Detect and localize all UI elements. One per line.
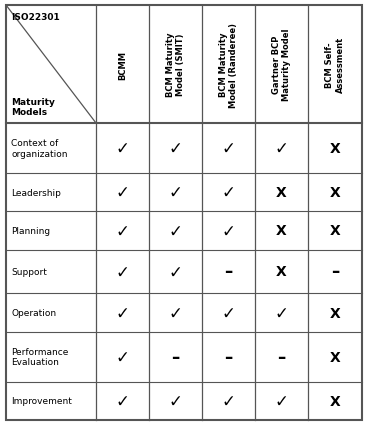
Text: X: X (330, 394, 340, 408)
Text: –: – (277, 348, 286, 366)
Text: ✓: ✓ (116, 140, 130, 158)
Text: ✓: ✓ (169, 304, 183, 322)
Text: ✓: ✓ (169, 184, 183, 201)
Text: BCM Maturity
Model (SMIT): BCM Maturity Model (SMIT) (166, 33, 185, 97)
Text: ✓: ✓ (169, 263, 183, 281)
Text: Leadership: Leadership (11, 188, 61, 197)
Text: ✓: ✓ (116, 263, 130, 281)
Text: –: – (331, 263, 339, 281)
Text: X: X (330, 141, 340, 155)
Text: Context of
organization: Context of organization (11, 139, 67, 158)
Text: ✓: ✓ (169, 222, 183, 240)
Text: ✓: ✓ (116, 348, 130, 366)
Text: BCMM: BCMM (118, 50, 127, 79)
Text: X: X (276, 224, 287, 238)
Text: X: X (276, 186, 287, 199)
Text: ✓: ✓ (116, 222, 130, 240)
Text: ✓: ✓ (222, 392, 236, 410)
Text: Improvement: Improvement (11, 396, 72, 405)
Text: ✓: ✓ (116, 184, 130, 201)
Text: ✓: ✓ (116, 392, 130, 410)
Text: BCM Self-
Assessment: BCM Self- Assessment (325, 37, 345, 93)
Text: ✓: ✓ (222, 140, 236, 158)
Text: ISO22301: ISO22301 (11, 13, 60, 22)
Text: ✓: ✓ (116, 304, 130, 322)
Text: X: X (330, 306, 340, 320)
Text: X: X (330, 224, 340, 238)
Text: Maturity
Models: Maturity Models (11, 98, 55, 117)
Text: Operation: Operation (11, 308, 56, 317)
Text: ✓: ✓ (222, 184, 236, 201)
Text: X: X (330, 186, 340, 199)
Text: ✓: ✓ (275, 304, 289, 322)
Text: –: – (224, 348, 233, 366)
Text: ✓: ✓ (169, 392, 183, 410)
Text: –: – (171, 348, 180, 366)
Text: X: X (330, 350, 340, 364)
Text: Gartner BCP
Maturity Model: Gartner BCP Maturity Model (272, 29, 291, 101)
Text: ✓: ✓ (275, 392, 289, 410)
Text: –: – (224, 263, 233, 281)
Text: Support: Support (11, 268, 47, 276)
Text: BCM Maturity
Model (Randeree): BCM Maturity Model (Randeree) (219, 23, 238, 107)
Text: Planning: Planning (11, 226, 50, 236)
Text: Performance
Evaluation: Performance Evaluation (11, 347, 68, 366)
Text: ✓: ✓ (275, 140, 289, 158)
Text: X: X (276, 265, 287, 279)
Text: ✓: ✓ (222, 222, 236, 240)
Text: ✓: ✓ (169, 140, 183, 158)
Text: ✓: ✓ (222, 304, 236, 322)
